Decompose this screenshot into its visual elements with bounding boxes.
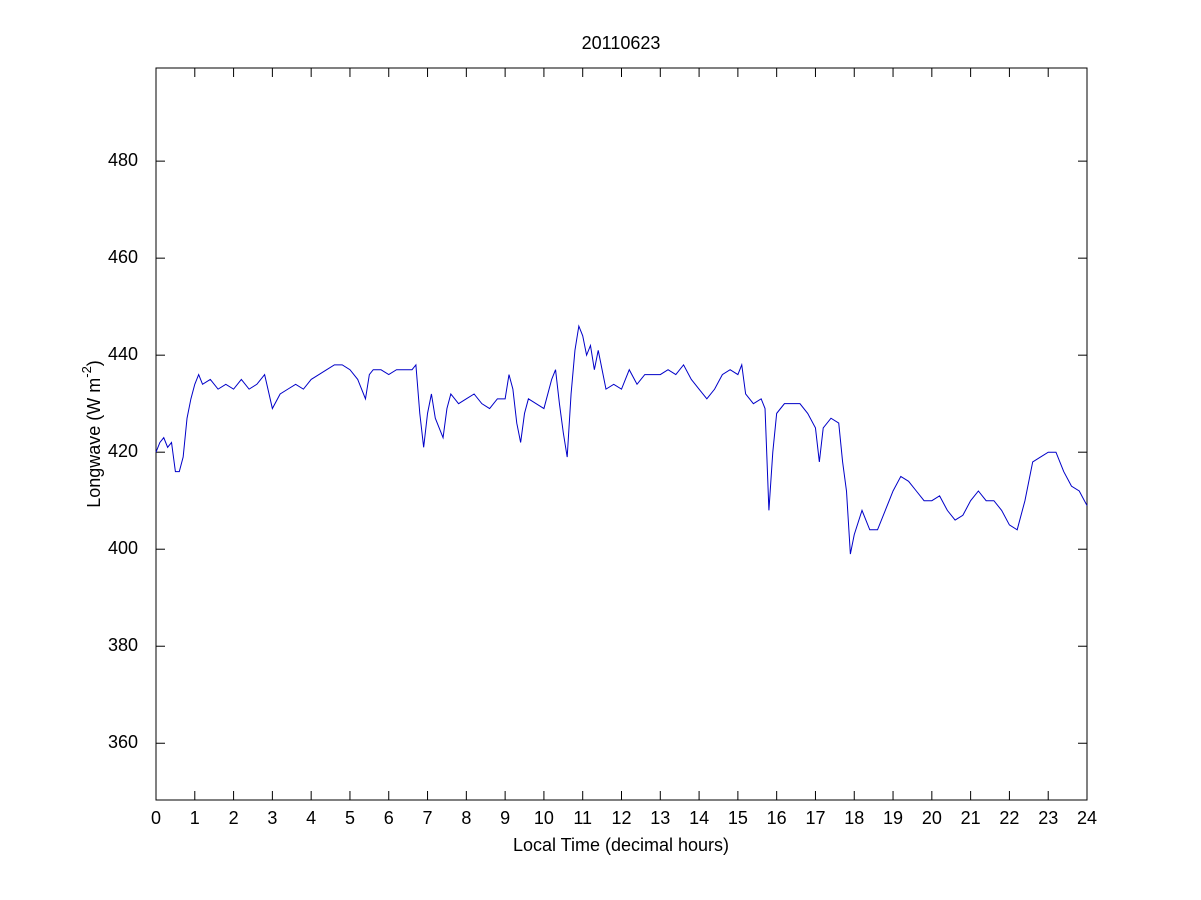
y-tick-label: 400 [108,538,138,558]
x-tick-label: 12 [611,808,631,828]
y-tick-label: 380 [108,635,138,655]
x-tick-label: 16 [767,808,787,828]
x-tick-label: 1 [190,808,200,828]
y-tick-label: 460 [108,247,138,267]
y-label-suffix: ) [84,360,104,366]
x-tick-label: 24 [1077,808,1097,828]
x-tick-label: 17 [805,808,825,828]
y-axis-label: Longwave (W m-2) [79,360,103,508]
y-tick-label: 360 [108,732,138,752]
x-tick-label: 13 [650,808,670,828]
x-tick-label: 4 [306,808,316,828]
y-label-superscript: -2 [79,366,94,378]
x-tick-label: 2 [229,808,239,828]
x-tick-label: 7 [423,808,433,828]
x-tick-label: 18 [844,808,864,828]
x-tick-label: 8 [461,808,471,828]
data-line [155,324,1088,555]
x-tick-label: 0 [151,808,161,828]
x-tick-label: 21 [961,808,981,828]
x-tick-label: 22 [999,808,1019,828]
x-tick-label: 19 [883,808,903,828]
x-tick-label: 23 [1038,808,1058,828]
x-tick-label: 15 [728,808,748,828]
x-tick-label: 10 [534,808,554,828]
x-tick-label: 20 [922,808,942,828]
y-tick-label: 440 [108,344,138,364]
y-label-text: Longwave (W m [84,378,104,508]
x-axis-label: Local Time (decimal hours) [513,835,729,855]
x-tick-label: 3 [267,808,277,828]
x-tick-label: 14 [689,808,709,828]
x-tick-label: 5 [345,808,355,828]
x-tick-label: 6 [384,808,394,828]
y-tick-label: 480 [108,150,138,170]
x-tick-label: 11 [573,808,592,828]
chart-title: 20110623 [582,33,661,53]
y-tick-label: 420 [108,441,138,461]
x-tick-label: 9 [500,808,510,828]
